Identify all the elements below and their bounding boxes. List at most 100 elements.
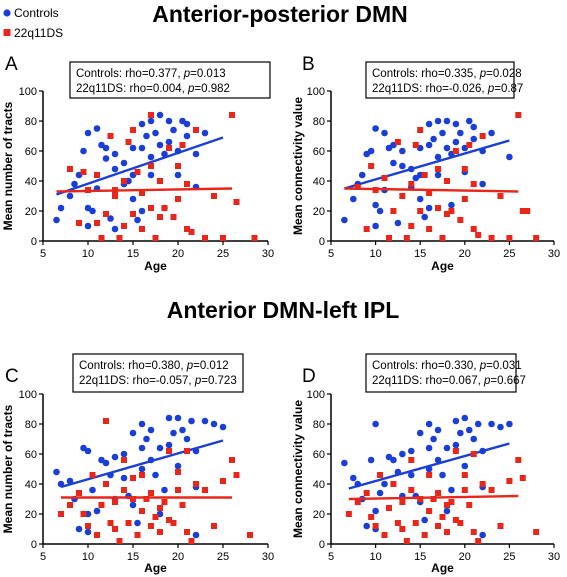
y-axis-label: Mean number of tracts [1, 404, 15, 533]
data-point-22q11ds [229, 112, 235, 118]
x-tick-label: 30 [548, 248, 560, 260]
data-point-controls [461, 462, 469, 470]
data-point-controls [461, 414, 469, 422]
data-point-controls [89, 207, 96, 215]
panel-d: D 0 20 40 60 80 100 5 10 15 20 25 30 Age Mean connecti… [291, 353, 560, 575]
y-tick-label: 80 [25, 419, 37, 431]
data-point-controls [439, 471, 446, 479]
data-point-controls [174, 171, 182, 179]
data-point-22q11ds [443, 211, 450, 217]
data-point-22q11ds [381, 532, 388, 538]
data-point-controls [350, 474, 357, 482]
data-point-22q11ds [417, 208, 424, 214]
data-point-22q11ds [533, 235, 540, 241]
data-point-22q11ds [80, 169, 87, 175]
x-tick-label: 25 [217, 551, 229, 563]
data-point-22q11ds [435, 523, 442, 529]
data-point-controls [66, 477, 74, 485]
data-point-controls [372, 201, 379, 209]
data-point-22q11ds [94, 532, 100, 538]
data-point-controls [219, 423, 227, 431]
panel-label: C [5, 366, 19, 387]
data-point-22q11ds [98, 235, 105, 241]
stats-line: Controls: rho=0.330, p=0.031 [372, 360, 522, 372]
x-tick-label: 25 [503, 248, 515, 260]
data-point-22q11ds [112, 526, 118, 532]
data-point-22q11ds [421, 532, 428, 538]
y-tick-label: 100 [307, 86, 325, 98]
data-point-controls [407, 471, 415, 479]
data-point-22q11ds [448, 208, 455, 214]
x-tick-label: 20 [459, 248, 471, 260]
data-point-22q11ds [130, 496, 136, 502]
data-point-22q11ds [67, 166, 73, 172]
data-point-22q11ds [452, 148, 459, 154]
y-axis-label: Mean number of tracts [1, 101, 15, 230]
stats-text-part: =0.982 [194, 83, 230, 95]
y-tick-label: 0 [31, 539, 37, 551]
data-point-controls [457, 129, 464, 137]
data-point-22q11ds [130, 127, 136, 133]
data-point-22q11ds [170, 214, 177, 220]
data-point-controls [183, 132, 191, 140]
x-axis-label: Age [431, 561, 454, 575]
data-point-controls [161, 486, 168, 494]
data-point-22q11ds [143, 496, 150, 502]
data-point-22q11ds [175, 163, 181, 169]
legend-marker-22q11ds [3, 29, 11, 36]
data-point-22q11ds [166, 517, 172, 523]
regression-line-controls [348, 442, 510, 490]
data-point-controls [147, 171, 155, 179]
stats-line: 22q11DS: rho=-0.026, p=0.87 [372, 83, 523, 95]
x-tick-label: 5 [328, 248, 334, 260]
data-point-controls [156, 141, 164, 149]
y-tick-label: 20 [313, 206, 325, 218]
data-point-22q11ds [220, 478, 226, 484]
data-point-22q11ds [368, 163, 375, 169]
data-point-controls [156, 111, 164, 119]
data-point-controls [425, 120, 433, 128]
data-point-controls [152, 471, 159, 479]
data-point-22q11ds [385, 505, 392, 511]
data-point-22q11ds [112, 193, 118, 199]
stats-text-part: Controls: rho=0.335, [372, 68, 480, 80]
regression-line-controls [344, 139, 510, 190]
data-point-controls [443, 144, 451, 152]
data-point-controls [470, 435, 478, 443]
data-point-22q11ds [377, 472, 384, 478]
data-point-22q11ds [426, 472, 433, 478]
data-point-22q11ds [157, 505, 163, 511]
data-point-controls [89, 486, 96, 494]
stats-text-part: p [186, 360, 194, 372]
data-point-22q11ds [435, 166, 442, 172]
data-point-controls [80, 147, 87, 155]
data-point-controls [174, 462, 182, 470]
data-point-22q11ds [89, 472, 96, 478]
data-point-22q11ds [211, 193, 217, 199]
stats-text-part: p [187, 83, 195, 95]
data-point-22q11ds [103, 418, 109, 424]
x-tick-label: 20 [459, 551, 471, 563]
data-point-22q11ds [233, 199, 240, 205]
y-tick-label: 40 [313, 479, 325, 491]
data-point-22q11ds [412, 142, 419, 148]
x-tick-label: 25 [503, 551, 515, 563]
data-point-controls [434, 171, 442, 179]
data-point-22q11ds [452, 517, 459, 523]
data-point-22q11ds [372, 523, 379, 529]
y-tick-label: 40 [25, 479, 37, 491]
data-point-22q11ds [121, 178, 127, 184]
data-point-controls [479, 531, 486, 539]
data-point-controls [201, 417, 209, 425]
stats-text-part: =0.723 [201, 375, 237, 387]
stats-text-part: 22q11DS: rho=-0.026, [372, 83, 488, 95]
data-point-controls [143, 435, 150, 443]
data-point-22q11ds [448, 499, 455, 505]
data-point-22q11ds [479, 133, 486, 139]
data-point-22q11ds [426, 508, 433, 514]
data-point-22q11ds [435, 205, 442, 211]
panel-label: B [302, 54, 315, 75]
data-point-22q11ds [134, 532, 141, 538]
data-point-22q11ds [417, 127, 424, 133]
